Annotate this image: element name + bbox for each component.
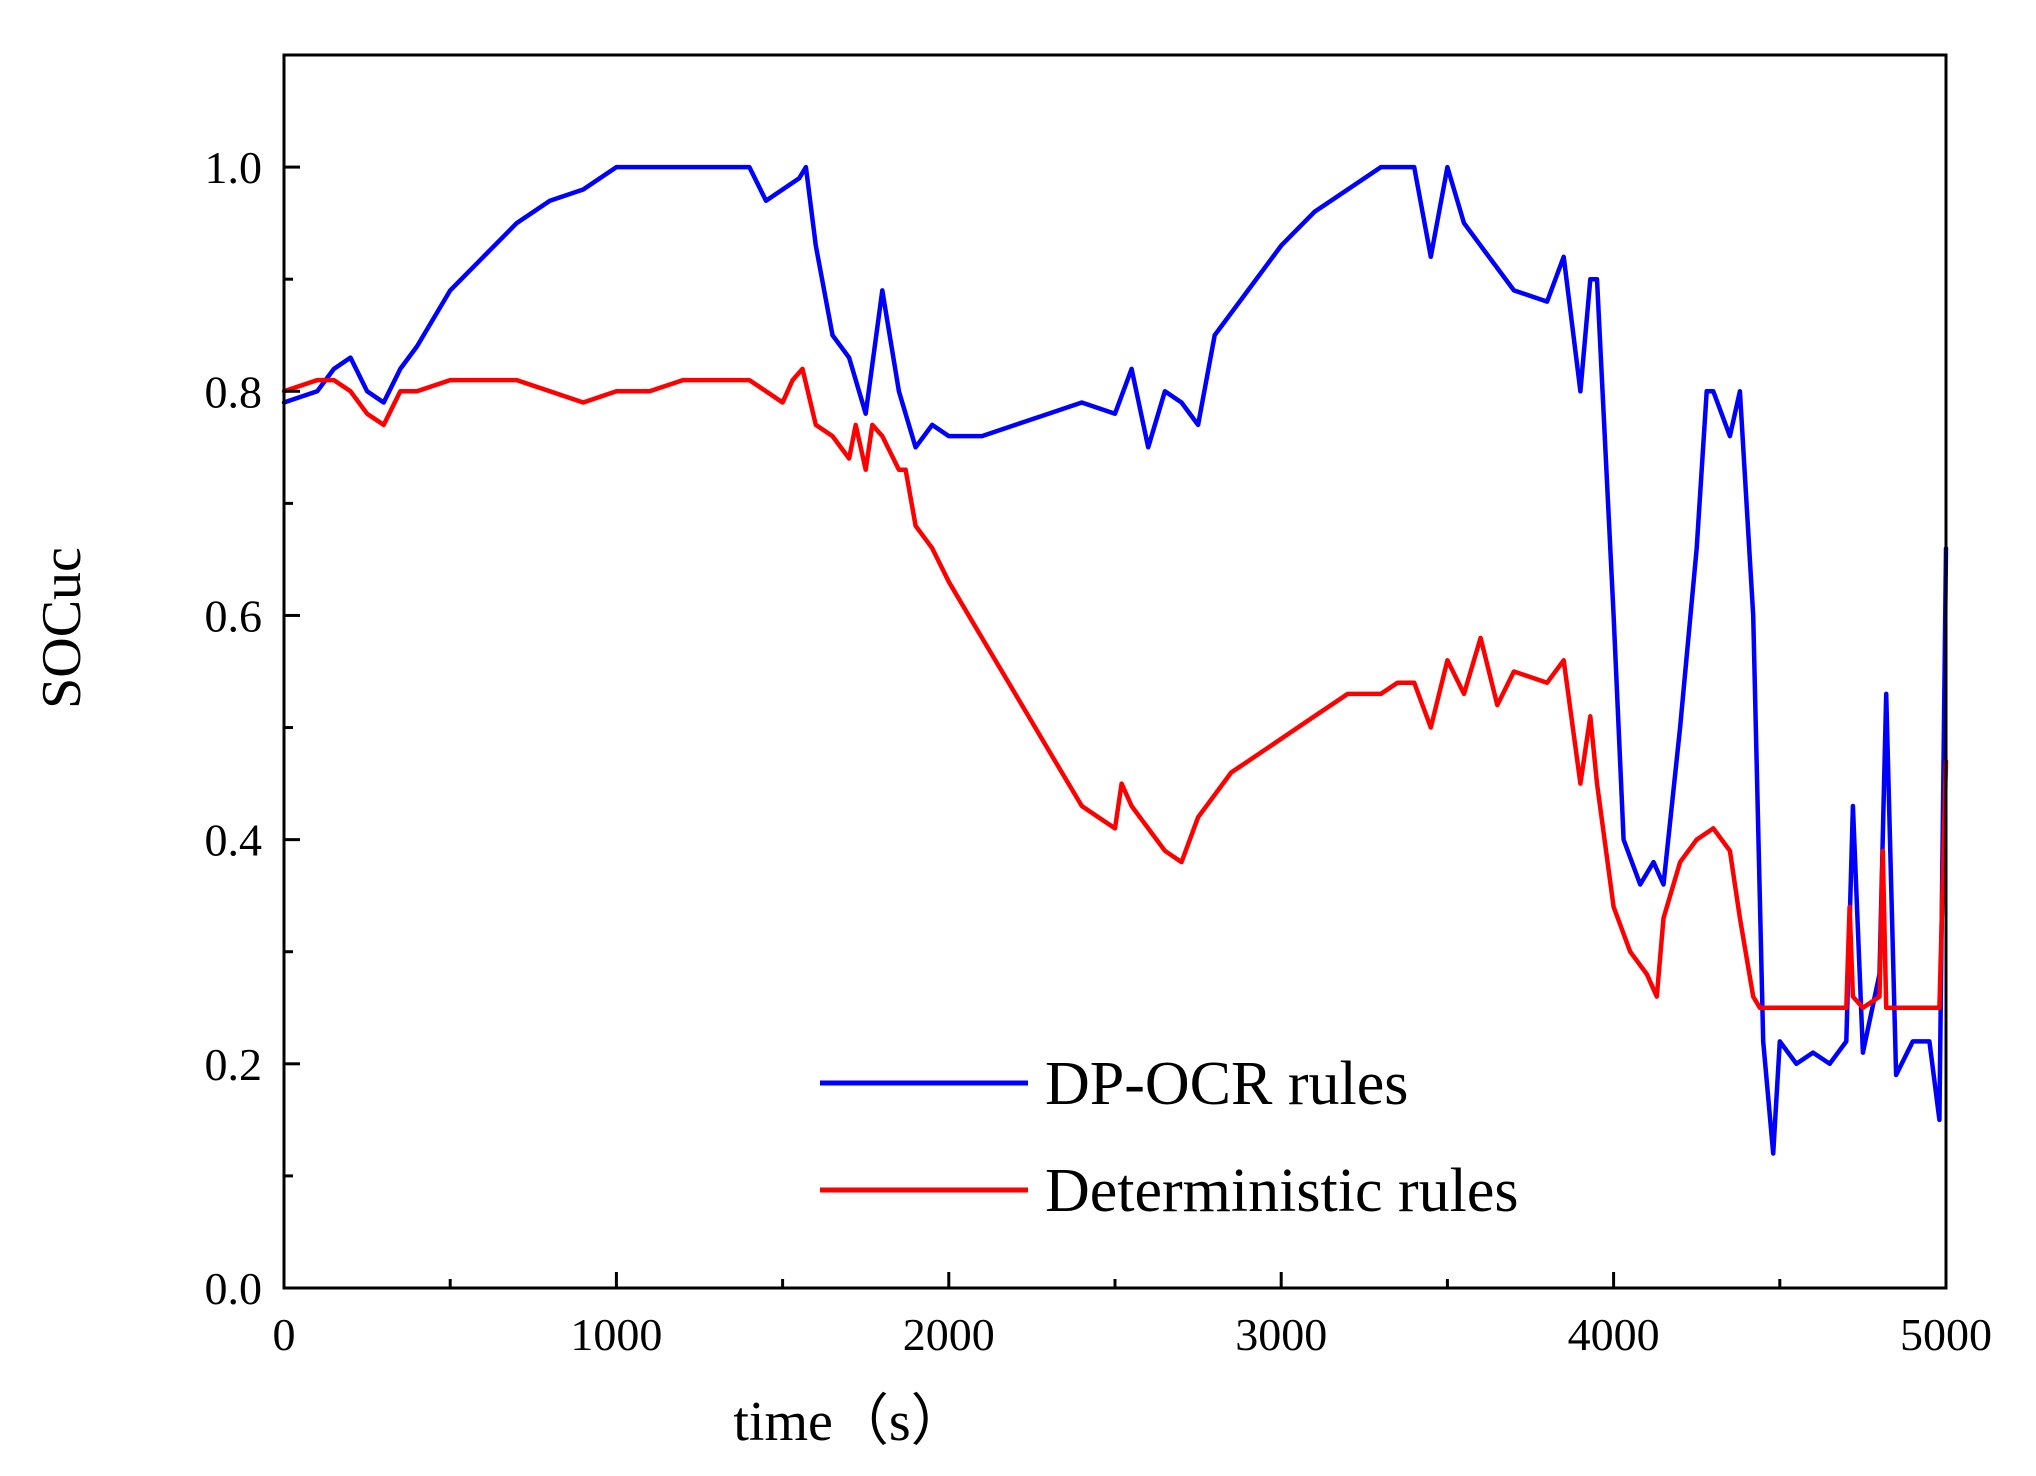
- x-axis-title: time（s）: [733, 1391, 966, 1453]
- x-tick-label: 4000: [1568, 1309, 1660, 1360]
- x-tick-label: 1000: [570, 1309, 662, 1360]
- y-tick-label: 0.4: [205, 815, 263, 866]
- legend-label-deterministic: Deterministic rules: [1045, 1157, 1518, 1225]
- x-tick-label: 3000: [1235, 1309, 1327, 1360]
- series-line-dp-ocr: [281, 164, 1949, 1156]
- legend: DP-OCR rules Deterministic rules: [820, 1050, 1518, 1225]
- y-tick-label: 0.0: [205, 1263, 263, 1314]
- y-tick-label: 0.2: [205, 1039, 263, 1090]
- series-layer: [281, 164, 1949, 1156]
- y-tick-label: 0.6: [205, 590, 263, 641]
- series-line-deterministic: [281, 366, 1949, 1011]
- legend-label-dp-ocr: DP-OCR rules: [1045, 1050, 1408, 1118]
- y-axis-title: SOCuc: [31, 547, 93, 709]
- x-tick-label: 0: [273, 1309, 296, 1360]
- ticks-layer: 0 1000 2000 3000 4000 5000 0.0 0.2 0.4 0.6 0.8 1.0: [205, 53, 1992, 1360]
- y-tick-label: 1.0: [205, 142, 263, 193]
- plot-area: 0 1000 2000 3000 4000 5000 0.0 0.2 0.4 0.6 0.8 1.0: [205, 53, 1992, 1360]
- x-tick-label: 5000: [1900, 1309, 1992, 1360]
- y-tick-label: 0.8: [205, 366, 263, 417]
- x-tick-label: 2000: [903, 1309, 995, 1360]
